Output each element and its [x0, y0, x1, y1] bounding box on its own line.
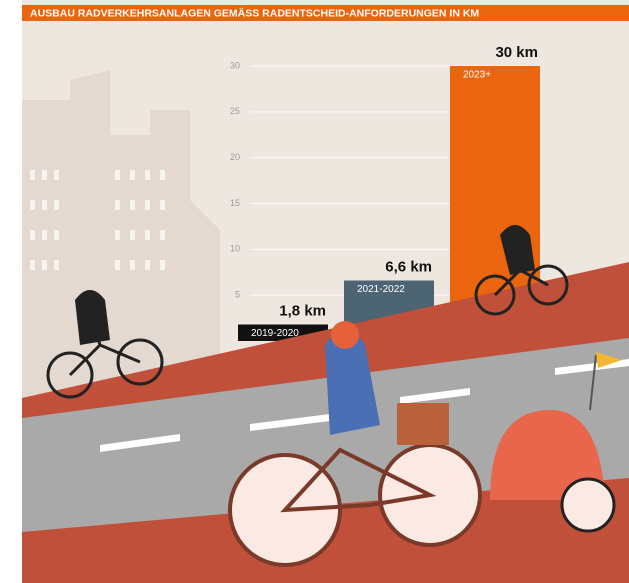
category-label: 2019-2020	[251, 328, 299, 339]
value-label: 30 km	[495, 44, 538, 61]
basket	[397, 403, 449, 445]
helmet	[331, 321, 359, 349]
category-label: 2021-2022	[357, 284, 405, 295]
chart: AUSBAU RADVERKEHRSANLAGEN GEMÄSS RADENTS…	[0, 0, 629, 583]
chart-title: AUSBAU RADVERKEHRSANLAGEN GEMÄSS RADENTS…	[30, 6, 479, 19]
category-label: 2023+	[463, 70, 491, 81]
y-tick-label: 5	[235, 290, 240, 300]
y-tick-label: 30	[230, 60, 240, 70]
y-tick-label: 20	[230, 152, 240, 162]
y-tick-label: 10	[230, 244, 240, 254]
y-tick-label: 25	[230, 106, 240, 116]
value-label: 6,6 km	[385, 258, 432, 275]
value-label: 1,8 km	[279, 302, 326, 319]
y-tick-label: 15	[230, 198, 240, 208]
